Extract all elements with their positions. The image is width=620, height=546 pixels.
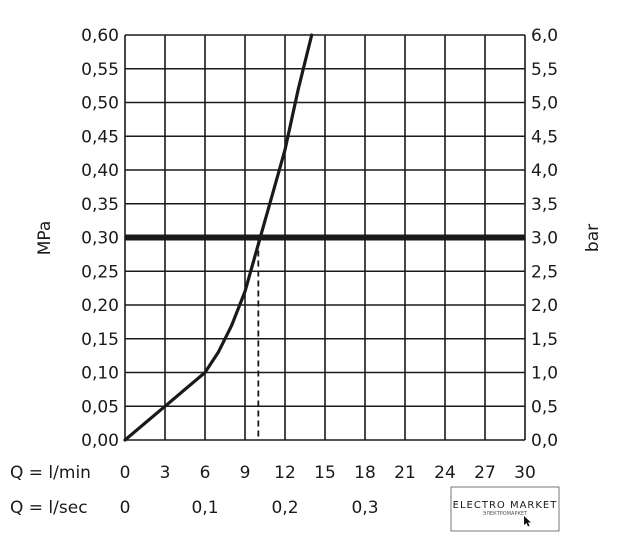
right-tick-label: 2,0 — [531, 296, 558, 316]
left-tick-label: 0,05 — [81, 397, 119, 417]
right-tick-label: 6,0 — [531, 26, 558, 46]
left-tick-label: 0,30 — [81, 229, 119, 249]
right-tick-label: 5,5 — [531, 60, 558, 80]
cursor-icon — [524, 516, 531, 527]
x-tick-label: 18 — [354, 463, 376, 483]
right-tick-label: 0,5 — [531, 397, 558, 417]
watermark-frame — [450, 486, 560, 532]
right-tick-label: 1,5 — [531, 330, 558, 350]
x-tick-label: 21 — [394, 463, 416, 483]
sec-tick-label: 0,3 — [351, 498, 378, 518]
x-row-label: Q = l/min — [10, 463, 91, 483]
sec-row-label: Q = l/sec — [10, 498, 88, 518]
curve-layer — [123, 33, 525, 442]
left-tick-label: 0,50 — [81, 94, 119, 114]
left-tick-label: 0,35 — [81, 195, 119, 215]
right-tick-label: 4,0 — [531, 161, 558, 181]
right-tick-label: 3,0 — [531, 229, 558, 249]
left-tick-label: 0,00 — [81, 431, 119, 451]
left-axis-ticks: 0,00 0,05 0,10 0,15 0,20 0,25 0,30 0,35 0,40 0,45… — [81, 26, 119, 451]
left-tick-label: 0,25 — [81, 262, 119, 282]
x-tick-label: 3 — [160, 463, 171, 483]
x-tick-label: 15 — [314, 463, 336, 483]
left-tick-label: 0,40 — [81, 161, 119, 181]
watermark-subtitle: ЭЛЕКТРОМАРКЕТ — [483, 511, 528, 517]
x-tick-label: 24 — [434, 463, 456, 483]
left-tick-label: 0,15 — [81, 330, 119, 350]
x-axis-ticks: 0 3 6 9 12 15 18 21 24 27 30 — [120, 463, 536, 483]
right-tick-label: 0,0 — [531, 431, 558, 451]
x-tick-label: 0 — [120, 463, 131, 483]
right-tick-label: 1,0 — [531, 364, 558, 384]
left-tick-label: 0,20 — [81, 296, 119, 316]
left-axis-title: MPa — [35, 221, 55, 256]
left-tick-label: 0,55 — [81, 60, 119, 80]
watermark: ELECTRO MARKET ЭЛЕКТРОМАРКЕТ — [450, 486, 560, 532]
right-tick-label: 2,5 — [531, 262, 558, 282]
sec-tick-label: 0,2 — [271, 498, 298, 518]
x-tick-label: 12 — [274, 463, 296, 483]
right-axis-title: bar — [583, 224, 603, 252]
right-axis-ticks: 0,0 0,5 1,0 1,5 2,0 2,5 3,0 3,5 4,0 4,5 5,0 5,5 6,0 — [531, 26, 558, 451]
right-tick-label: 5,0 — [531, 94, 558, 114]
series-line-0 — [123, 33, 314, 442]
x-tick-label: 9 — [240, 463, 251, 483]
x-tick-label: 27 — [474, 463, 496, 483]
watermark-title: ELECTRO MARKET — [453, 500, 558, 511]
sec-tick-label: 0,1 — [191, 498, 218, 518]
sec-tick-label: 0 — [120, 498, 131, 518]
left-tick-label: 0,10 — [81, 364, 119, 384]
left-tick-label: 0,45 — [81, 127, 119, 147]
sec-axis-ticks: 0 0,1 0,2 0,3 — [120, 498, 379, 518]
x-tick-label: 30 — [514, 463, 536, 483]
left-tick-label: 0,60 — [81, 26, 119, 46]
right-tick-label: 4,5 — [531, 127, 558, 147]
right-tick-label: 3,5 — [531, 195, 558, 215]
x-tick-label: 6 — [200, 463, 211, 483]
